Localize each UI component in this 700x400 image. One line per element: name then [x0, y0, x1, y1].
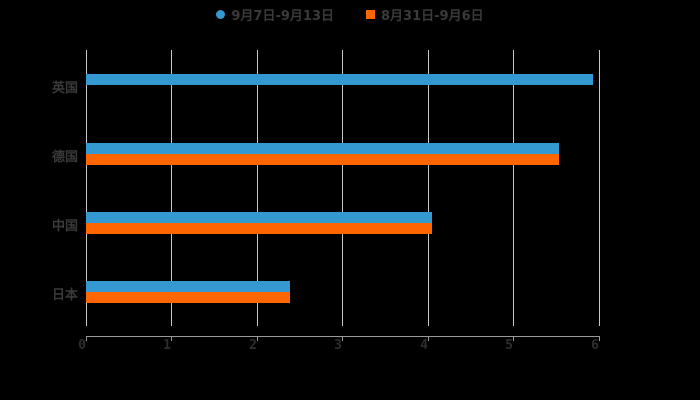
- y-category-label: 英国: [51, 81, 78, 96]
- x-tick: [171, 336, 172, 341]
- x-tick-label: 5: [505, 338, 513, 353]
- bar-china-series-2[interactable]: [86, 223, 432, 234]
- x-tick: [428, 336, 429, 341]
- bar-uk-series-1[interactable]: [86, 74, 593, 85]
- bar-japan-series-1[interactable]: [86, 281, 290, 292]
- x-tick-label: 2: [249, 338, 257, 353]
- legend-marker-orange-icon: [366, 9, 375, 19]
- y-category-label: 中国: [51, 219, 78, 234]
- gridline: [513, 50, 514, 326]
- x-tick: [342, 336, 343, 341]
- x-axis-line: [86, 336, 600, 337]
- x-tick: [513, 336, 514, 341]
- y-category-label: 日本: [51, 288, 78, 303]
- legend-label: 8月31日-9月6日: [381, 8, 484, 24]
- x-tick: [86, 336, 87, 341]
- chart-legend: 9月7日-9月13日 8月31日-9月6日: [0, 4, 700, 24]
- x-tick-label: 3: [334, 338, 342, 353]
- legend-marker-blue-icon: [216, 9, 226, 19]
- gridline: [428, 50, 429, 326]
- x-tick-label: 0: [78, 338, 86, 353]
- bar-china-series-1[interactable]: [86, 212, 432, 223]
- bar-japan-series-2[interactable]: [86, 292, 290, 303]
- legend-item-series-1[interactable]: 9月7日-9月13日: [216, 5, 334, 24]
- gridline: [342, 50, 343, 326]
- gridline: [257, 50, 258, 326]
- x-tick-label: 4: [420, 338, 428, 353]
- legend-label: 9月7日-9月13日: [231, 8, 334, 24]
- bar-germany-series-1[interactable]: [86, 143, 559, 154]
- gridline: [86, 50, 87, 326]
- gridline: [599, 50, 600, 326]
- x-tick: [599, 336, 600, 341]
- x-tick: [257, 336, 258, 341]
- legend-item-series-2[interactable]: 8月31日-9月6日: [366, 5, 484, 24]
- gridline: [171, 50, 172, 326]
- bar-germany-series-2[interactable]: [86, 154, 559, 165]
- x-tick-label: 6: [591, 338, 599, 353]
- x-tick-label: 1: [163, 338, 171, 353]
- y-category-label: 德国: [51, 150, 78, 165]
